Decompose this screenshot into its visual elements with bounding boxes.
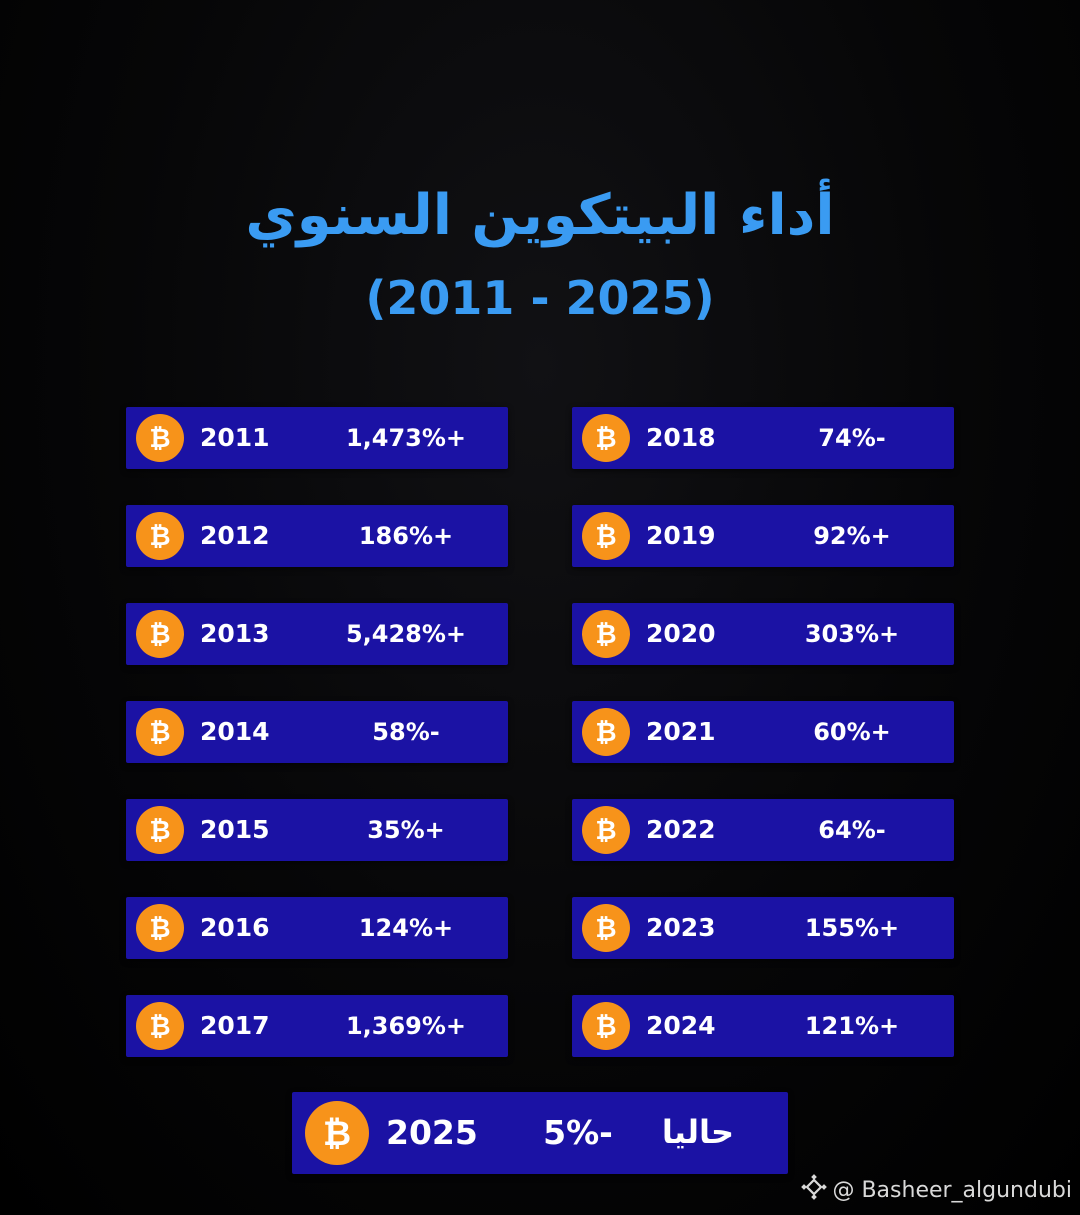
svg-text:₿: ₿ [595, 718, 616, 747]
year-row-2021: ₿ 2021 60%+ [572, 701, 954, 763]
row-change: 155%+ [804, 914, 900, 942]
row-change: 35%+ [367, 816, 445, 844]
bitcoin-coin-icon: ₿ [136, 610, 184, 658]
year-row-2023: ₿ 2023 155%+ [572, 897, 954, 959]
bitcoin-coin-icon: ₿ [305, 1101, 369, 1165]
bitcoin-coin-icon: ₿ [582, 806, 630, 854]
row-year: 2021 [646, 717, 716, 746]
year-row-2015: ₿ 2015 35%+ [126, 799, 508, 861]
row-year: 2019 [646, 521, 716, 550]
row-year: 2025 [386, 1113, 478, 1152]
svg-text:₿: ₿ [595, 1012, 616, 1041]
year-row-2016: ₿ 2016 124%+ [126, 897, 508, 959]
row-year: 2011 [200, 423, 270, 452]
row-year: 2015 [200, 815, 270, 844]
row-year: 2013 [200, 619, 270, 648]
row-change: 58%- [372, 718, 440, 746]
row-year: 2024 [646, 1011, 716, 1040]
bitcoin-coin-icon: ₿ [136, 1002, 184, 1050]
year-row-2022: ₿ 2022 64%- [572, 799, 954, 861]
bitcoin-coin-icon: ₿ [582, 414, 630, 462]
svg-text:₿: ₿ [149, 914, 170, 943]
svg-text:₿: ₿ [149, 718, 170, 747]
year-row-2011: ₿ 2011 1,473%+ [126, 407, 508, 469]
year-row-2019: ₿ 2019 92%+ [572, 505, 954, 567]
row-year: 2014 [200, 717, 270, 746]
row-change: 64%- [818, 816, 886, 844]
svg-text:₿: ₿ [595, 522, 616, 551]
row-change: 92%+ [813, 522, 891, 550]
row-year: 2023 [646, 913, 716, 942]
year-row-2012: ₿ 2012 186%+ [126, 505, 508, 567]
svg-text:₿: ₿ [149, 522, 170, 551]
year-row-2017: ₿ 2017 1,369%+ [126, 995, 508, 1057]
bitcoin-coin-icon: ₿ [582, 1002, 630, 1050]
row-change: 186%+ [358, 522, 454, 550]
svg-text:₿: ₿ [149, 424, 170, 453]
bitcoin-coin-icon: ₿ [136, 806, 184, 854]
current-label: حاليا [661, 1113, 735, 1151]
bitcoin-coin-icon: ₿ [136, 414, 184, 462]
row-year: 2012 [200, 521, 270, 550]
svg-text:₿: ₿ [595, 914, 616, 943]
row-change: 124%+ [358, 914, 454, 942]
bitcoin-coin-icon: ₿ [136, 512, 184, 560]
year-row-2020: ₿ 2020 303%+ [572, 603, 954, 665]
row-year: 2020 [646, 619, 716, 648]
bitcoin-coin-icon: ₿ [582, 610, 630, 658]
row-change: 60%+ [813, 718, 891, 746]
binance-square-icon [800, 1173, 828, 1207]
row-year: 2017 [200, 1011, 270, 1040]
svg-text:₿: ₿ [595, 620, 616, 649]
svg-text:₿: ₿ [595, 424, 616, 453]
bitcoin-coin-icon: ₿ [582, 708, 630, 756]
row-change: 5%- [543, 1113, 613, 1152]
watermark-handle: @ Basheer_algundubi [832, 1177, 1072, 1203]
year-row-2018: ₿ 2018 74%- [572, 407, 954, 469]
bitcoin-coin-icon: ₿ [136, 708, 184, 756]
watermark: @ Basheer_algundubi [800, 1172, 1072, 1208]
year-row-2014: ₿ 2014 58%- [126, 701, 508, 763]
bitcoin-coin-icon: ₿ [582, 904, 630, 952]
page-subtitle-year-range: (2011 - 2025) [365, 271, 715, 325]
svg-text:₿: ₿ [323, 1114, 351, 1153]
svg-text:₿: ₿ [149, 620, 170, 649]
svg-text:₿: ₿ [149, 816, 170, 845]
row-year: 2018 [646, 423, 716, 452]
row-change: 303%+ [804, 620, 900, 648]
year-row-2024: ₿ 2024 121%+ [572, 995, 954, 1057]
bitcoin-coin-icon: ₿ [582, 512, 630, 560]
svg-text:₿: ₿ [595, 816, 616, 845]
row-year: 2022 [646, 815, 716, 844]
row-change: 5,428%+ [345, 620, 467, 648]
row-change: 1,369%+ [345, 1012, 467, 1040]
year-row-2013: ₿ 2013 5,428%+ [126, 603, 508, 665]
bitcoin-coin-icon: ₿ [136, 904, 184, 952]
svg-text:₿: ₿ [149, 1012, 170, 1041]
year-row-2025-current: ₿ 2025 5%- حاليا [292, 1092, 788, 1174]
page-title: أداء البيتكوين السنوي [245, 183, 835, 248]
row-year: 2016 [200, 913, 270, 942]
row-change: 1,473%+ [345, 424, 467, 452]
row-change: 121%+ [804, 1012, 900, 1040]
row-change: 74%- [818, 424, 886, 452]
